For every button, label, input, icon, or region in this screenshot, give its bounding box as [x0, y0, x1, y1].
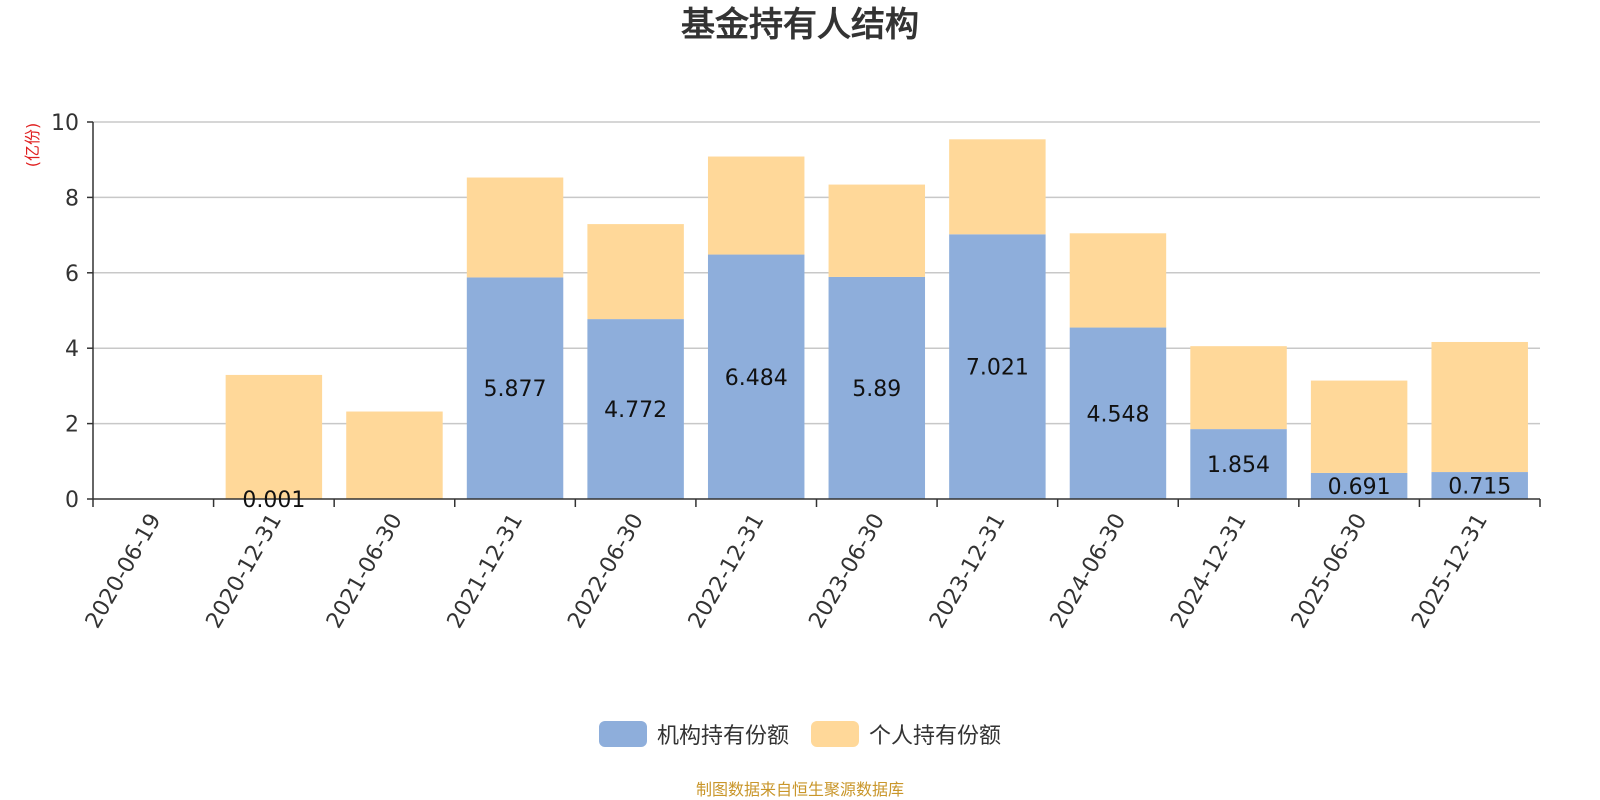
- bar-individual[interactable]: [346, 411, 443, 499]
- bar-individual[interactable]: [828, 184, 926, 277]
- data-label: 0.691: [1328, 475, 1391, 500]
- legend-item-individual[interactable]: 个人持有份额: [811, 718, 1001, 750]
- x-tick-label: 2024-06-30: [1046, 510, 1132, 633]
- bar-individual[interactable]: [1190, 346, 1287, 430]
- y-tick-label: 2: [65, 413, 79, 438]
- x-tick-label: 2022-12-31: [684, 510, 770, 633]
- data-labels: 0.001 5.877 4.772 6.484 5.89 7.021 4.548 1.854 0…: [242, 356, 1511, 513]
- bar-individual[interactable]: [587, 224, 684, 320]
- data-label: 0.001: [242, 488, 305, 513]
- y-tick-label: 4: [65, 337, 79, 362]
- data-label: 5.877: [484, 377, 547, 402]
- bar-institutional[interactable]: [587, 319, 684, 499]
- data-label: 0.715: [1448, 475, 1511, 500]
- x-tick-label: 2021-12-31: [443, 510, 529, 633]
- data-label: 1.854: [1207, 453, 1270, 478]
- x-tick-label: 2020-06-19: [81, 510, 167, 633]
- bar-institutional[interactable]: [1069, 327, 1167, 499]
- bar-institutional[interactable]: [1310, 472, 1408, 499]
- bar-institutional[interactable]: [949, 234, 1046, 500]
- bar-institutional[interactable]: [466, 277, 564, 499]
- x-tick-label: 2024-12-31: [1166, 510, 1252, 633]
- bar-individual[interactable]: [225, 374, 323, 499]
- chart-title: 基金持有人结构: [681, 5, 919, 45]
- data-label: 7.021: [966, 356, 1029, 381]
- legend-swatch-individual: [811, 721, 859, 747]
- data-label: 4.548: [1086, 402, 1149, 427]
- y-tick-label: 10: [51, 111, 79, 136]
- y-tick-label: 0: [65, 488, 79, 513]
- data-label: 6.484: [725, 366, 788, 391]
- bar-individual[interactable]: [1431, 341, 1528, 473]
- data-label: 4.772: [604, 398, 667, 423]
- y-axis-label: (亿份): [23, 123, 42, 168]
- legend-label-individual: 个人持有份额: [869, 724, 1002, 749]
- legend-label-institutional: 机构持有份额: [656, 724, 789, 749]
- x-tick-label: 2025-06-30: [1287, 510, 1373, 633]
- legend: 机构持有份额 个人持有份额: [0, 718, 1600, 750]
- bar-individual[interactable]: [949, 139, 1046, 235]
- grid-lines: [93, 121, 1540, 425]
- legend-swatch-institutional: [598, 721, 647, 747]
- bar-institutional[interactable]: [1190, 429, 1287, 499]
- bar-individual[interactable]: [1310, 380, 1408, 473]
- bar-individual[interactable]: [1069, 233, 1167, 328]
- x-tick-label: 2021-06-30: [322, 510, 408, 633]
- x-tick-label: 2023-06-30: [804, 510, 890, 633]
- bar-individual[interactable]: [707, 156, 805, 255]
- x-tick-label: 2020-12-31: [201, 510, 287, 633]
- data-label: 5.89: [852, 377, 901, 402]
- bar-individual[interactable]: [466, 177, 564, 278]
- x-tick-label: 2022-06-30: [563, 510, 649, 633]
- source-note: 制图数据来自恒生聚源数据库: [695, 780, 904, 799]
- y-tick-label: 8: [65, 186, 79, 211]
- y-tick-label: 6: [65, 262, 79, 287]
- x-tick-label: 2023-12-31: [925, 510, 1011, 633]
- x-tick-label: 2025-12-31: [1407, 510, 1493, 633]
- legend-item-institutional[interactable]: 机构持有份额: [598, 718, 789, 750]
- bar-institutional[interactable]: [707, 254, 805, 499]
- bars: [225, 139, 1528, 500]
- bar-institutional[interactable]: [1431, 472, 1528, 499]
- bar-institutional[interactable]: [828, 276, 926, 499]
